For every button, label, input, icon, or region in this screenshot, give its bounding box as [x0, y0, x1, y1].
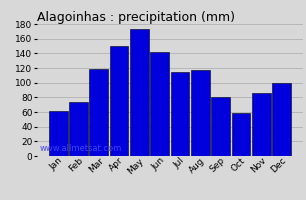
Bar [191, 70, 210, 156]
Bar [69, 102, 88, 156]
Bar [89, 69, 108, 156]
Text: Alagoinhas : precipitation (mm): Alagoinhas : precipitation (mm) [37, 11, 235, 24]
Bar [211, 97, 230, 156]
Bar [130, 29, 149, 156]
Bar [272, 83, 291, 156]
Bar [252, 93, 271, 156]
Bar [110, 46, 129, 156]
Bar [150, 52, 169, 156]
Bar [171, 72, 189, 156]
Text: www.allmetsat.com: www.allmetsat.com [39, 144, 121, 153]
Bar [232, 113, 250, 156]
Bar [49, 111, 68, 156]
